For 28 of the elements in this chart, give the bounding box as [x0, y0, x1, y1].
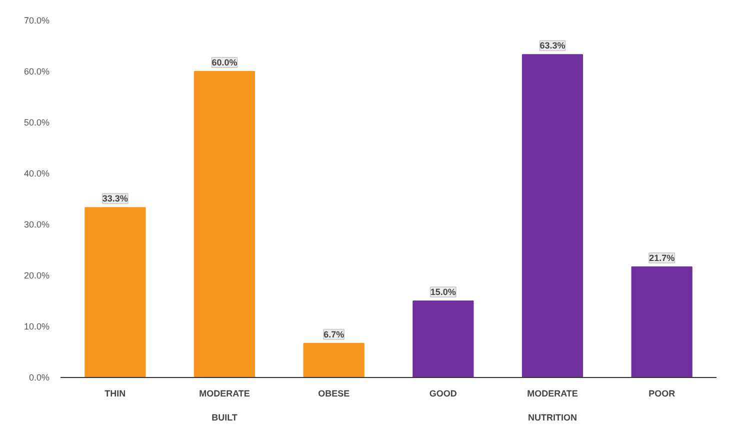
y-tick-label: 20.0% — [24, 270, 50, 280]
y-tick-label: 60.0% — [24, 66, 50, 76]
text: NUTRITION — [528, 412, 578, 422]
data-label: 21.7% — [649, 252, 675, 263]
x-tick-label: POOR — [648, 388, 676, 398]
y-tick-label: 30.0% — [24, 220, 50, 230]
bar — [303, 342, 364, 378]
x-tick-label: OBESE — [318, 388, 350, 398]
x-tick-label: THIN — [104, 388, 126, 398]
x-tick-label: MODERATE — [527, 388, 578, 398]
bar — [84, 207, 146, 378]
bar — [631, 266, 692, 378]
x-tick-label: MODERATE — [199, 388, 250, 398]
y-tick-label: 40.0% — [24, 168, 50, 178]
bar — [194, 71, 256, 378]
data-label: 63.3% — [540, 40, 566, 51]
bar — [412, 300, 474, 378]
x-tick-label: GOOD — [429, 388, 458, 398]
y-tick-label: 0.0% — [28, 372, 50, 382]
data-label: 60.0% — [212, 58, 238, 68]
bar — [522, 54, 584, 378]
data-label: 15.0% — [430, 287, 456, 297]
data-label: 6.7% — [324, 329, 344, 340]
y-tick-label: 10.0% — [24, 322, 50, 332]
text: BUILT — [212, 412, 238, 422]
y-tick-label: 70.0% — [24, 16, 50, 26]
y-tick-label: 50.0% — [24, 118, 50, 128]
data-label: 33.3% — [102, 194, 128, 204]
